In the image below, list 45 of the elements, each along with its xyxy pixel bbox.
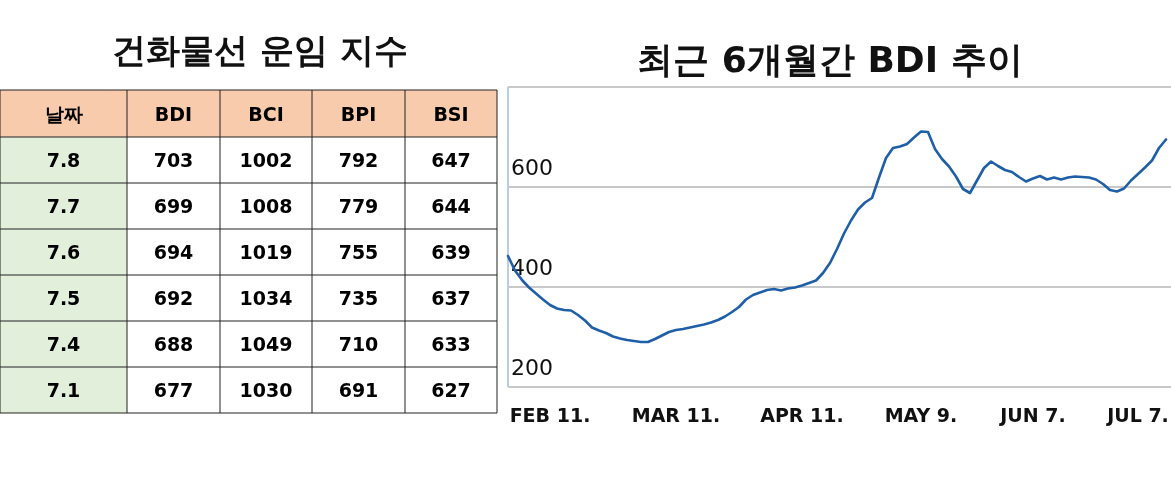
data-label: 703	[153, 149, 194, 171]
data-label: 779	[338, 195, 379, 217]
x-tick-label: BPI	[340, 102, 377, 125]
x-tick-label: FEB 11.	[509, 404, 591, 426]
y-tick-label: 7.6	[46, 241, 81, 263]
x-tick-label: MAR 11.	[631, 404, 721, 426]
data-label: 699	[153, 195, 194, 217]
y-tick-label: 7.5	[46, 287, 81, 309]
y-tick-label: 600	[511, 155, 553, 180]
y-tick-label: 200	[511, 355, 553, 380]
y-axis-title: 날짜	[44, 102, 83, 125]
data-label: 637	[431, 287, 471, 309]
data-label: 694	[153, 241, 194, 263]
x-tick-label: APR 11.	[760, 404, 844, 426]
data-label: 710	[338, 333, 379, 355]
data-label: 755	[338, 241, 379, 263]
data-label: 677	[153, 379, 194, 401]
data-label: 735	[338, 287, 379, 309]
x-tick-label: JUN 7.	[998, 404, 1066, 426]
data-label: 639	[431, 241, 471, 263]
data-label: 1019	[239, 241, 293, 263]
data-label: 792	[338, 149, 379, 171]
data-label: 692	[153, 287, 194, 309]
chart-title: 건화물선 운임 지수	[112, 30, 408, 70]
x-tick-label: JUL 7.	[1105, 404, 1169, 426]
y-tick-label: 7.4	[46, 333, 81, 355]
x-tick-label: BCI	[248, 102, 284, 125]
data-label: 1049	[239, 333, 293, 355]
data-label: 627	[431, 379, 471, 401]
chart-title: 최근 6개월간 BDI 추이	[637, 39, 1023, 80]
data-label: 1008	[239, 195, 293, 217]
y-tick-label: 7.8	[46, 149, 81, 171]
data-label: 691	[338, 379, 379, 401]
x-tick-label: BDI	[154, 102, 193, 125]
y-tick-label: 7.7	[46, 195, 81, 217]
data-label: 1002	[239, 149, 293, 171]
data-label: 1034	[239, 287, 293, 309]
data-label: 1030	[239, 379, 293, 401]
y-tick-label: 7.1	[46, 379, 81, 401]
data-label: 633	[431, 333, 471, 355]
data-label: 644	[431, 195, 471, 217]
data-label: 688	[153, 333, 194, 355]
data-label: 647	[431, 149, 471, 171]
x-tick-label: MAY 9.	[884, 404, 958, 426]
x-tick-label: BSI	[433, 102, 469, 125]
